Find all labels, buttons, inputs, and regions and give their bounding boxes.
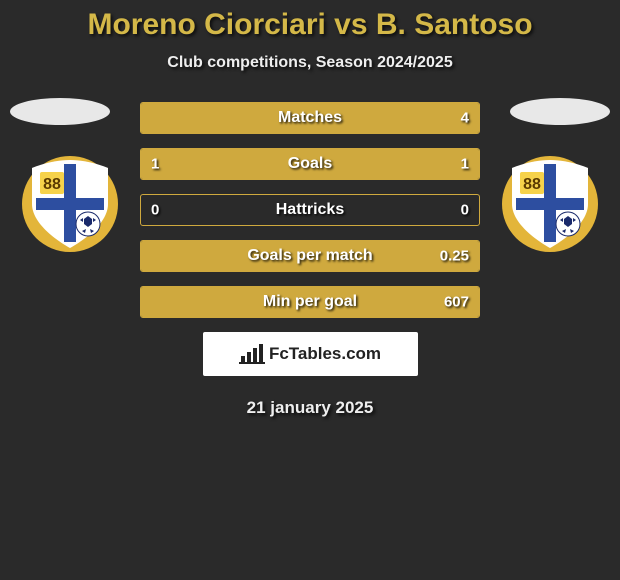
stat-fill-right (141, 103, 479, 133)
stat-fill-left (141, 149, 310, 179)
player1-club-badge: 88 (20, 154, 120, 254)
player2-avatar (510, 98, 610, 125)
stat-rows: 4Matches11Goals00Hattricks0.25Goals per … (140, 102, 480, 318)
stat-row: 0.25Goals per match (140, 240, 480, 272)
brand-box[interactable]: FcTables.com (203, 332, 418, 376)
stat-fill-right (141, 287, 479, 317)
stat-row: 607Min per goal (140, 286, 480, 318)
player2-club-badge: 88 (500, 154, 600, 254)
stat-fill-right (310, 149, 479, 179)
stat-row: 11Goals (140, 148, 480, 180)
stat-value-right: 0 (461, 202, 469, 219)
svg-text:88: 88 (43, 176, 61, 193)
stat-value-right: 607 (444, 294, 469, 311)
club-badge-icon: 88 (20, 154, 120, 254)
stat-value-left: 0 (151, 202, 159, 219)
brand-text: FcTables.com (269, 344, 381, 364)
svg-text:88: 88 (523, 176, 541, 193)
stat-value-right: 0.25 (440, 248, 469, 265)
stats-area: 88 88 (0, 102, 620, 418)
comparison-card: Moreno Ciorciari vs B. Santoso Club comp… (0, 0, 620, 418)
stat-row: 0 0Hattricks (140, 194, 480, 226)
club-badge-icon: 88 (500, 154, 600, 254)
stat-value-left: 1 (151, 156, 159, 173)
subtitle: Club competitions, Season 2024/2025 (0, 54, 620, 72)
stat-row: 4Matches (140, 102, 480, 134)
player1-avatar (10, 98, 110, 125)
stat-label: Hattricks (141, 201, 479, 219)
date-label: 21 january 2025 (0, 398, 620, 418)
page-title: Moreno Ciorciari vs B. Santoso (0, 8, 620, 42)
bar-chart-icon (239, 344, 265, 364)
stat-value-right: 4 (461, 110, 469, 127)
stat-fill-right (141, 241, 479, 271)
stat-value-right: 1 (461, 156, 469, 173)
